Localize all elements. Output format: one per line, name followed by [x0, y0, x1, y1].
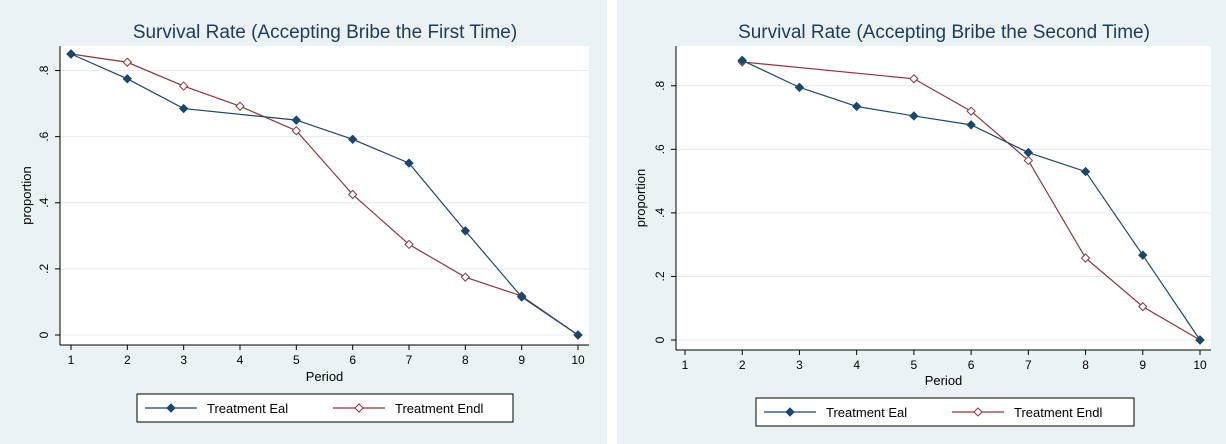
chart-panel-second-time: Survival Rate (Accepting Bribe the Secon… — [617, 0, 1226, 444]
data-point-treatment-eal — [794, 82, 805, 93]
data-point-treatment-endl — [1138, 301, 1148, 312]
data-point-treatment-endl — [1080, 253, 1091, 263]
data-point-treatment-endl — [347, 189, 358, 200]
plot-area — [676, 46, 1211, 350]
legend-marker-treatment-eal — [166, 403, 176, 413]
data-point-treatment-endl — [291, 125, 302, 136]
y-tick-label: 0 — [37, 331, 51, 338]
data-point-treatment-endl — [178, 81, 189, 91]
data-point-treatment-eal — [1023, 147, 1034, 158]
legend-label-treatment-endl: Treatment Endl — [1014, 405, 1103, 420]
data-point-treatment-eal — [178, 103, 189, 114]
x-tick-label: 2 — [124, 353, 131, 367]
chart-panel-first-time: Survival Rate (Accepting Bribe the First… — [0, 0, 607, 444]
x-axis-title: Period — [925, 373, 963, 388]
chart-first-time: Survival Rate (Accepting Bribe the First… — [19, 22, 589, 423]
x-tick-label: 3 — [796, 358, 803, 372]
legend-label-treatment-eal: Treatment Eal — [826, 405, 907, 420]
x-tick-label: 7 — [406, 353, 413, 367]
data-point-treatment-eal — [966, 120, 976, 130]
data-point-treatment-eal — [737, 55, 747, 66]
data-point-treatment-eal — [122, 74, 133, 84]
y-axis-title: proportion — [633, 169, 648, 228]
data-point-treatment-endl — [966, 106, 976, 116]
data-point-treatment-endl — [460, 272, 471, 282]
y-tick-label: .2 — [37, 264, 51, 274]
x-tick-label: 6 — [968, 358, 975, 372]
data-point-treatment-eal — [851, 101, 862, 112]
data-point-treatment-endl — [909, 74, 919, 84]
x-tick-label: 9 — [518, 353, 525, 367]
x-tick-label: 7 — [1025, 358, 1032, 372]
data-point-treatment-eal — [909, 111, 919, 121]
legend-box — [136, 393, 514, 423]
data-point-treatment-eal — [1138, 250, 1148, 260]
y-tick-label: .6 — [653, 144, 667, 154]
x-tick-label: 10 — [1193, 358, 1207, 372]
x-tick-label: 9 — [1139, 358, 1146, 372]
y-tick-label: .8 — [37, 65, 51, 75]
x-tick-label: 8 — [462, 353, 469, 367]
y-tick-label: .8 — [653, 80, 667, 90]
x-tick-label: 4 — [853, 358, 860, 372]
chart-title: Survival Rate (Accepting Bribe the Secon… — [738, 22, 1150, 43]
y-tick-label: .2 — [653, 271, 667, 281]
y-tick-label: .6 — [37, 131, 51, 141]
data-point-treatment-eal — [516, 292, 527, 302]
x-tick-label: 3 — [180, 353, 187, 367]
y-tick-label: .4 — [37, 197, 51, 207]
y-axis-title: proportion — [19, 166, 34, 225]
data-point-treatment-endl — [1023, 155, 1034, 166]
x-tick-label: 2 — [739, 358, 746, 372]
legend-label-treatment-endl: Treatment Endl — [395, 401, 484, 416]
x-tick-label: 8 — [1082, 358, 1089, 372]
x-tick-label: 5 — [293, 353, 300, 367]
x-tick-label: 5 — [911, 358, 918, 372]
chart-second-time: Survival Rate (Accepting Bribe the Secon… — [633, 22, 1211, 427]
legend-marker-treatment-eal — [785, 407, 795, 417]
y-tick-label: .4 — [653, 208, 667, 218]
legend-label-treatment-eal: Treatment Eal — [207, 401, 288, 416]
data-point-treatment-eal — [460, 226, 471, 236]
x-tick-label: 1 — [68, 353, 75, 367]
data-point-treatment-endl — [235, 101, 245, 111]
x-tick-label: 4 — [237, 353, 244, 367]
data-point-treatment-eal — [347, 134, 358, 144]
legend-box — [755, 397, 1135, 427]
chart-title: Survival Rate (Accepting Bribe the First… — [133, 22, 517, 43]
plot-area — [60, 46, 589, 345]
x-tick-label: 6 — [349, 353, 356, 367]
data-point-treatment-eal — [1195, 335, 1205, 345]
data-point-treatment-eal — [1080, 166, 1091, 177]
data-point-treatment-endl — [404, 239, 414, 250]
y-tick-label: 0 — [653, 336, 667, 343]
legend-marker-treatment-endl — [354, 403, 364, 413]
x-axis-title: Period — [306, 369, 344, 384]
data-point-treatment-eal — [291, 115, 302, 125]
data-point-treatment-eal — [404, 158, 414, 168]
legend-marker-treatment-endl — [973, 407, 983, 417]
data-point-treatment-eal — [573, 330, 583, 340]
x-tick-label: 10 — [571, 353, 585, 367]
data-point-treatment-eal — [66, 49, 76, 59]
x-tick-label: 1 — [682, 358, 689, 372]
data-point-treatment-endl — [122, 57, 133, 67]
series-line-treatment-endl — [70, 53, 579, 336]
